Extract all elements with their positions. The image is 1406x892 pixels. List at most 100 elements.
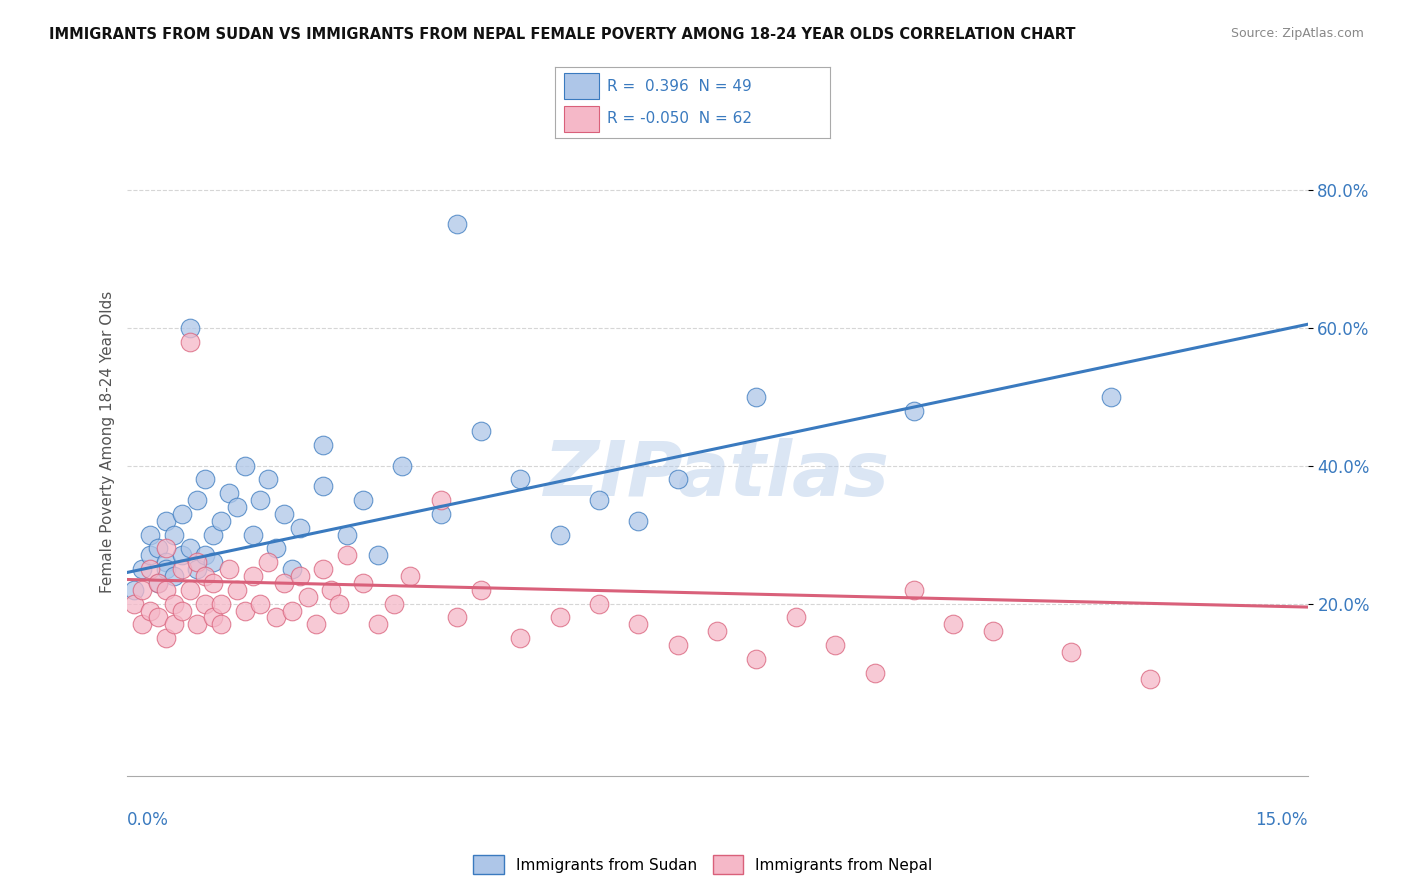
Point bbox=[155, 541, 177, 556]
Point bbox=[249, 597, 271, 611]
Point bbox=[131, 582, 153, 597]
Point bbox=[146, 576, 169, 591]
Point bbox=[548, 527, 571, 541]
Text: R =  0.396  N = 49: R = 0.396 N = 49 bbox=[607, 78, 752, 94]
Point bbox=[312, 562, 335, 576]
Point bbox=[1139, 673, 1161, 687]
Text: ZIPatlas: ZIPatlas bbox=[544, 438, 890, 512]
Point bbox=[155, 555, 177, 569]
Point bbox=[163, 617, 186, 632]
Point bbox=[124, 597, 146, 611]
Text: Source: ZipAtlas.com: Source: ZipAtlas.com bbox=[1230, 27, 1364, 40]
Point bbox=[218, 562, 240, 576]
Point bbox=[281, 562, 304, 576]
Point bbox=[352, 493, 374, 508]
Point bbox=[824, 638, 846, 652]
Point bbox=[163, 569, 186, 583]
Point bbox=[194, 549, 217, 563]
Point bbox=[627, 514, 650, 528]
Text: 15.0%: 15.0% bbox=[1256, 811, 1308, 829]
Point bbox=[146, 610, 169, 624]
Point bbox=[863, 665, 886, 680]
Point bbox=[186, 617, 208, 632]
Point bbox=[288, 521, 311, 535]
Point bbox=[194, 597, 217, 611]
Point bbox=[264, 541, 287, 556]
FancyBboxPatch shape bbox=[564, 73, 599, 99]
Point bbox=[470, 424, 492, 438]
Point bbox=[264, 610, 287, 624]
Point bbox=[1099, 390, 1122, 404]
Point bbox=[273, 576, 295, 591]
Point bbox=[131, 562, 153, 576]
Point bbox=[242, 569, 264, 583]
Point bbox=[242, 527, 264, 541]
Y-axis label: Female Poverty Among 18-24 Year Olds: Female Poverty Among 18-24 Year Olds bbox=[100, 291, 115, 592]
Point bbox=[745, 390, 768, 404]
Point bbox=[745, 652, 768, 666]
Point bbox=[548, 610, 571, 624]
Point bbox=[399, 569, 422, 583]
Point bbox=[186, 555, 208, 569]
Point bbox=[233, 458, 256, 473]
Point bbox=[1060, 645, 1083, 659]
Point bbox=[202, 555, 225, 569]
Point bbox=[312, 438, 335, 452]
Point bbox=[202, 527, 225, 541]
Point bbox=[179, 582, 201, 597]
Point bbox=[179, 320, 201, 334]
Point bbox=[131, 617, 153, 632]
Legend: Immigrants from Sudan, Immigrants from Nepal: Immigrants from Sudan, Immigrants from N… bbox=[467, 849, 939, 880]
Point bbox=[981, 624, 1004, 639]
Point bbox=[170, 549, 193, 563]
Point bbox=[666, 473, 689, 487]
Point bbox=[336, 527, 359, 541]
Point bbox=[509, 631, 531, 645]
Point bbox=[155, 514, 177, 528]
Point bbox=[249, 493, 271, 508]
Point bbox=[170, 603, 193, 617]
Text: R = -0.050  N = 62: R = -0.050 N = 62 bbox=[607, 112, 752, 127]
Point bbox=[179, 334, 201, 349]
Point bbox=[627, 617, 650, 632]
Point bbox=[321, 582, 343, 597]
Point bbox=[352, 576, 374, 591]
Point bbox=[281, 603, 304, 617]
Point bbox=[666, 638, 689, 652]
Point bbox=[312, 479, 335, 493]
Point bbox=[382, 597, 405, 611]
Point bbox=[509, 473, 531, 487]
Point bbox=[163, 597, 186, 611]
Point bbox=[328, 597, 350, 611]
Point bbox=[170, 507, 193, 521]
Point bbox=[146, 541, 169, 556]
Point bbox=[903, 403, 925, 417]
Point bbox=[209, 597, 232, 611]
Point bbox=[209, 514, 232, 528]
Point bbox=[367, 549, 389, 563]
Point bbox=[297, 590, 319, 604]
Point bbox=[155, 631, 177, 645]
Point bbox=[155, 582, 177, 597]
Point bbox=[903, 582, 925, 597]
Point bbox=[163, 527, 186, 541]
Point bbox=[124, 582, 146, 597]
Point bbox=[139, 527, 162, 541]
Point bbox=[257, 473, 280, 487]
Point bbox=[273, 507, 295, 521]
Text: IMMIGRANTS FROM SUDAN VS IMMIGRANTS FROM NEPAL FEMALE POVERTY AMONG 18-24 YEAR O: IMMIGRANTS FROM SUDAN VS IMMIGRANTS FROM… bbox=[49, 27, 1076, 42]
Point bbox=[430, 493, 453, 508]
FancyBboxPatch shape bbox=[564, 106, 599, 132]
Point bbox=[194, 569, 217, 583]
Point bbox=[588, 493, 610, 508]
Point bbox=[194, 473, 217, 487]
Point bbox=[367, 617, 389, 632]
Point bbox=[430, 507, 453, 521]
Point bbox=[446, 610, 468, 624]
Point bbox=[785, 610, 807, 624]
Point bbox=[209, 617, 232, 632]
Point bbox=[706, 624, 728, 639]
Point bbox=[186, 562, 208, 576]
Point bbox=[942, 617, 965, 632]
Point bbox=[218, 486, 240, 500]
